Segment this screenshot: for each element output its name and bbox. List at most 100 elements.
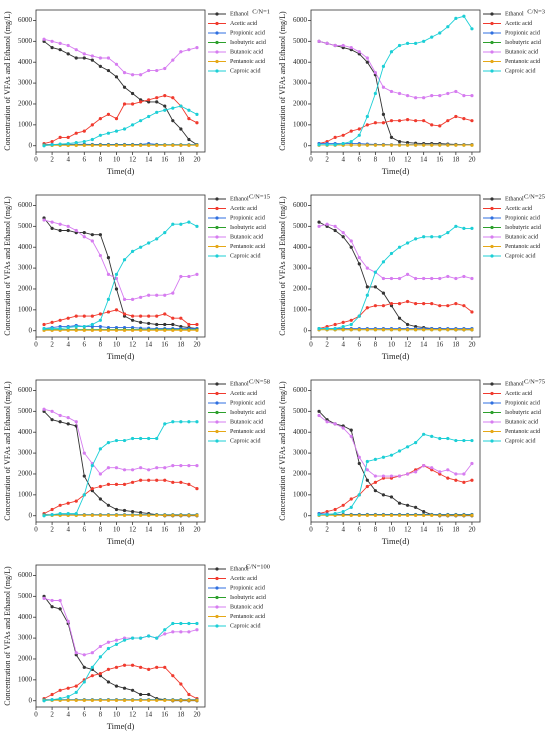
legend-marker [490,244,494,249]
legend-label: Ethanol [505,196,524,202]
data-point [74,690,78,694]
data-point [122,513,127,517]
data-point [98,472,102,476]
x-tick-label: 0 [309,526,313,534]
data-point [438,31,442,35]
y-axis-label: Concentration of VFAs and Ethanol (mg/L) [3,566,12,706]
data-point [139,320,143,324]
y-tick-label: 4000 [293,243,308,251]
x-axis-label: Time(d) [107,351,135,361]
data-point [373,285,377,289]
data-point [179,127,183,131]
data-point [414,119,418,123]
y-tick-label: 6000 [293,386,308,394]
data-point [446,513,450,517]
data-point [50,507,54,512]
data-point [98,497,102,501]
data-point [195,328,199,332]
data-point [454,301,458,306]
data-point [106,441,111,445]
data-point [341,324,345,329]
plot-frame [310,379,481,523]
data-point [325,222,329,226]
data-point [90,486,94,491]
data-point [397,501,402,505]
data-point [373,474,377,478]
data-point [414,470,418,474]
data-point [454,328,458,332]
data-point [155,665,159,669]
legend-label: Isobutyric acid [505,40,541,46]
data-point [341,503,345,507]
data-point [430,35,434,39]
legend-label: Butanoic acid [230,234,263,240]
data-point [397,328,402,332]
legend-marker [490,59,494,64]
data-point [114,438,119,443]
data-point [82,52,86,56]
data-point [454,513,458,517]
x-tick-label: 0 [34,711,38,719]
legend-marker [490,401,494,405]
legend-marker [490,40,494,45]
x-tick-label: 14 [145,526,153,534]
data-point [414,513,418,517]
x-tick-label: 20 [193,526,201,534]
data-point [422,143,426,147]
x-tick-label: 16 [161,526,169,534]
data-point [405,272,410,276]
data-point [470,143,474,147]
data-point [66,686,70,690]
data-point [155,698,159,702]
x-tick-label: 14 [145,341,153,349]
data-point [139,245,143,249]
legend-marker [215,12,219,16]
data-point [357,50,361,54]
data-point [114,642,119,646]
data-point [430,301,434,306]
data-point [98,64,102,68]
data-point [357,133,361,137]
data-point [405,503,410,507]
data-point [66,694,70,699]
data-point [58,607,62,611]
data-point [139,143,143,147]
x-tick-label: 4 [66,711,70,719]
panel-title: C/N=25 [524,193,545,200]
series-line [44,221,198,330]
data-point [470,438,474,443]
data-point [114,466,119,470]
data-point [130,143,135,147]
legend-label: Pentanoic acid [230,614,265,620]
legend-label: Butanoic acid [505,419,538,425]
data-point [139,665,143,669]
legend-marker [215,605,219,609]
panel-title: C/N=100 [246,563,270,570]
data-point [397,119,402,123]
data-point [454,478,458,482]
data-point [349,245,353,249]
data-point [470,478,474,482]
legend-label: Caproic acid [505,253,536,259]
x-tick-label: 18 [452,526,460,534]
data-point [163,328,167,332]
data-point [470,94,474,98]
data-point [98,671,102,676]
data-point [397,474,402,478]
data-point [373,480,377,484]
data-point [130,688,135,692]
data-point [187,482,191,487]
x-tick-label: 16 [436,156,444,164]
data-point [42,514,46,518]
x-tick-label: 10 [388,526,396,534]
x-tick-label: 14 [420,156,428,164]
data-point [462,274,466,279]
data-point [381,121,386,125]
data-point [74,324,78,329]
legend-marker [215,439,219,443]
data-point [195,112,199,117]
data-point [98,143,102,147]
data-point [155,314,159,318]
data-point [98,484,102,489]
